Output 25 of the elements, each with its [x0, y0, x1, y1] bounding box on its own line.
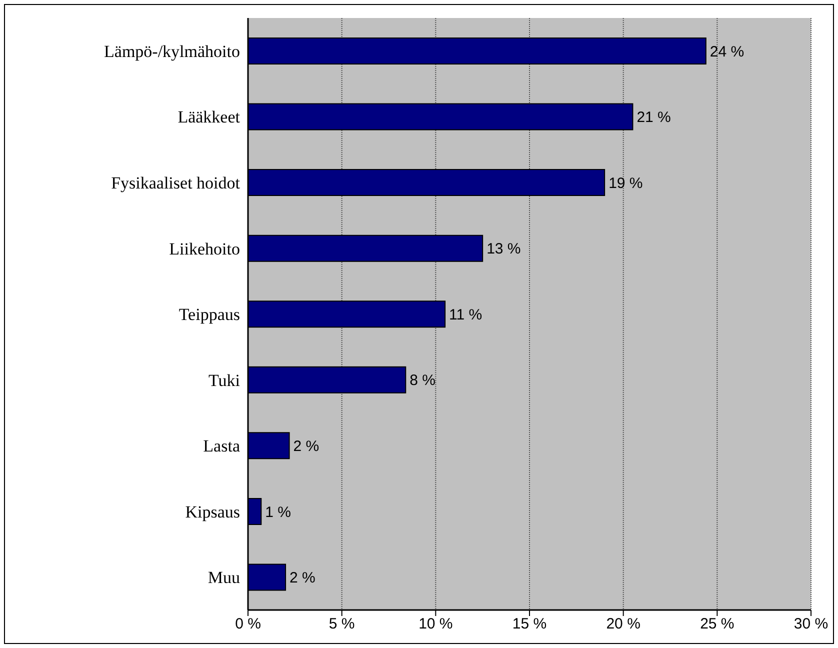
data-label: 21 % [636, 109, 671, 126]
data-label: 1 % [265, 504, 291, 521]
data-label: 19 % [608, 174, 643, 192]
y-tick-label: Teippaus [178, 305, 240, 324]
data-label: 13 % [486, 240, 521, 258]
data-label: 24 % [710, 43, 744, 60]
y-tick-label: Liikehoito [169, 239, 240, 258]
y-tick-label: Lämpö-/kylmähoito [104, 42, 240, 61]
y-tick-label: Lasta [203, 436, 240, 456]
y-tick-label: Lääkkeet [178, 108, 240, 127]
x-tick-label: 5 % [328, 616, 355, 633]
data-label: 2 % [293, 438, 320, 455]
data-label: 2 % [290, 570, 316, 587]
y-tick-label: Muu [208, 568, 240, 588]
y-tick-label: Kipsaus [185, 502, 240, 522]
data-label: 11 % [449, 306, 482, 324]
data-label: 8 % [410, 372, 436, 390]
x-tick-label: 0 % [235, 616, 261, 633]
x-tick-label: 25 % [700, 616, 734, 633]
x-tick-label: 30 % [794, 616, 828, 633]
x-tick-label: 20 % [606, 616, 640, 633]
y-tick-label: Tuki [208, 370, 240, 390]
x-tick-label: 15 % [512, 616, 547, 633]
y-tick-label: Fysikaaliset hoidot [111, 173, 240, 192]
x-tick-label: 10 % [418, 616, 453, 633]
